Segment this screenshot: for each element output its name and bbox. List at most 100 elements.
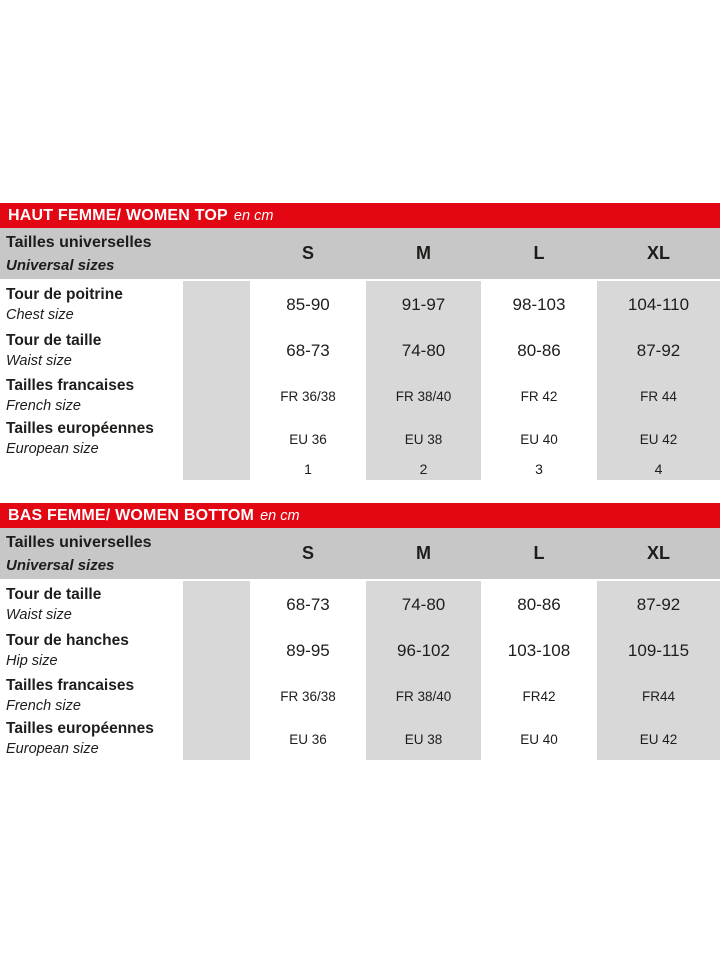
row-label: Tailles francaises French size	[0, 374, 183, 418]
measurement-row-french-size: Tailles francaises French size FR 36/38 …	[0, 374, 720, 418]
row-label: Tour de poitrine Chest size	[0, 281, 183, 328]
value-cell-l: FR42	[481, 674, 597, 718]
universal-sizes-label: Tailles universelles Universal sizes	[0, 528, 183, 579]
size-col-s: S	[301, 243, 314, 263]
sizes-header-row: Tailles universelles Universal sizes S M…	[0, 228, 720, 281]
value-cell-l: 80-86	[481, 581, 597, 628]
value-cell-m: FR 38/40	[366, 374, 481, 418]
value-cell-m: 2	[366, 457, 481, 480]
spacer-cell	[183, 628, 250, 674]
value-cell-l: FR 42	[481, 374, 597, 418]
value-cell-m: 96-102	[366, 628, 481, 674]
measurement-row-numeric-size: 1 2 3 4	[0, 457, 720, 480]
table-title: HAUT FEMME/ WOMEN TOP	[8, 206, 228, 224]
value-cell-s: 1	[250, 457, 366, 480]
measurement-row-waist: Tour de taille Waist size 68-73 74-80 80…	[0, 328, 720, 374]
spacer-cell	[183, 418, 250, 460]
value-cell-m: 91-97	[366, 281, 481, 328]
spacer-cell	[183, 581, 250, 628]
spacer-cell	[183, 328, 250, 374]
measurement-row-chest: Tour de poitrine Chest size 85-90 91-97 …	[0, 281, 720, 328]
women-top-title-bar: HAUT FEMME/ WOMEN TOP en cm	[0, 203, 720, 228]
label-fr: Tailles universelles	[6, 233, 152, 251]
value-cell-s: FR 36/38	[250, 374, 366, 418]
row-label: Tour de taille Waist size	[0, 581, 183, 628]
label-en: European size	[6, 441, 99, 457]
measurement-row-waist: Tour de taille Waist size 68-73 74-80 80…	[0, 581, 720, 628]
unit-label: en cm	[260, 507, 300, 524]
label-fr: Tour de taille	[6, 585, 102, 603]
size-col-m: M	[416, 543, 431, 563]
value-cell-xl: FR44	[597, 674, 720, 718]
value-cell-xl: FR 44	[597, 374, 720, 418]
value-cell-m: 74-80	[366, 581, 481, 628]
value-cell-xl: 4	[597, 457, 720, 480]
label-en: Universal sizes	[6, 556, 115, 574]
spacer-cell	[183, 457, 250, 480]
spacer-cell	[183, 228, 250, 279]
label-en: European size	[6, 741, 99, 757]
size-col-l: L	[533, 243, 545, 263]
value-cell-s: EU 36	[250, 418, 366, 460]
value-cell-l: EU 40	[481, 418, 597, 460]
women-bottom-size-table: BAS FEMME/ WOMEN BOTTOM en cm Tailles un…	[0, 503, 720, 760]
row-label: Tailles européennes European size	[0, 718, 183, 760]
label-en: Hip size	[6, 653, 58, 669]
size-col-m: M	[416, 243, 431, 263]
value-cell-m: EU 38	[366, 718, 481, 760]
row-label: Tour de taille Waist size	[0, 328, 183, 374]
value-cell-s: 89-95	[250, 628, 366, 674]
label-en: French size	[6, 398, 81, 414]
size-chart-page: HAUT FEMME/ WOMEN TOP en cm Tailles univ…	[0, 203, 720, 760]
size-col-xl: XL	[646, 543, 670, 563]
value-cell-m: 74-80	[366, 328, 481, 374]
value-cell-l: 3	[481, 457, 597, 480]
measurement-row-hip: Tour de hanches Hip size 89-95 96-102 10…	[0, 628, 720, 674]
label-fr: Tailles francaises	[6, 677, 135, 694]
label-fr: Tailles francaises	[6, 377, 135, 394]
label-fr: Tour de poitrine	[6, 285, 123, 303]
label-fr: Tailles universelles	[6, 533, 152, 551]
spacer-cell	[183, 374, 250, 418]
value-cell-l: EU 40	[481, 718, 597, 760]
women-bottom-title-bar: BAS FEMME/ WOMEN BOTTOM en cm	[0, 503, 720, 528]
value-cell-s: 85-90	[250, 281, 366, 328]
row-label: Tailles francaises French size	[0, 674, 183, 718]
table-title: BAS FEMME/ WOMEN BOTTOM	[8, 506, 255, 524]
universal-sizes-label: Tailles universelles Universal sizes	[0, 228, 183, 279]
spacer-cell	[183, 674, 250, 718]
size-col-l: L	[533, 543, 545, 563]
label-fr: Tailles européennes	[6, 420, 154, 437]
sizes-header-row: Tailles universelles Universal sizes S M…	[0, 528, 720, 581]
label-en: Waist size	[6, 353, 72, 369]
label-fr: Tour de taille	[6, 332, 102, 349]
size-col-s: S	[301, 543, 314, 563]
value-cell-xl: 104-110	[597, 281, 720, 328]
value-cell-s: EU 36	[250, 718, 366, 760]
row-label: Tour de hanches Hip size	[0, 628, 183, 674]
label-fr: Tailles européennes	[6, 720, 154, 737]
spacer-cell	[183, 718, 250, 760]
value-cell-s: FR 36/38	[250, 674, 366, 718]
label-en: Chest size	[6, 306, 74, 323]
unit-label: en cm	[233, 207, 274, 224]
value-cell-xl: 87-92	[597, 328, 720, 374]
spacer-cell	[183, 528, 250, 579]
value-cell-xl: 87-92	[597, 581, 720, 628]
value-cell-l: 98-103	[481, 281, 597, 328]
measurement-row-european-size: Tailles européennes European size EU 36 …	[0, 418, 720, 460]
spacer-cell	[183, 281, 250, 328]
measurement-row-european-size: Tailles européennes European size EU 36 …	[0, 718, 720, 760]
label-en: Waist size	[6, 606, 72, 623]
value-cell-m: EU 38	[366, 418, 481, 460]
value-cell-l: 80-86	[481, 328, 597, 374]
value-cell-xl: 109-115	[597, 628, 720, 674]
label-en: French size	[6, 698, 81, 714]
value-cell-xl: EU 42	[597, 718, 720, 760]
measurement-row-french-size: Tailles francaises French size FR 36/38 …	[0, 674, 720, 718]
value-cell-m: FR 38/40	[366, 674, 481, 718]
value-cell-s: 68-73	[250, 581, 366, 628]
row-label	[0, 457, 183, 480]
label-en: Universal sizes	[6, 256, 115, 274]
row-label: Tailles européennes European size	[0, 418, 183, 460]
